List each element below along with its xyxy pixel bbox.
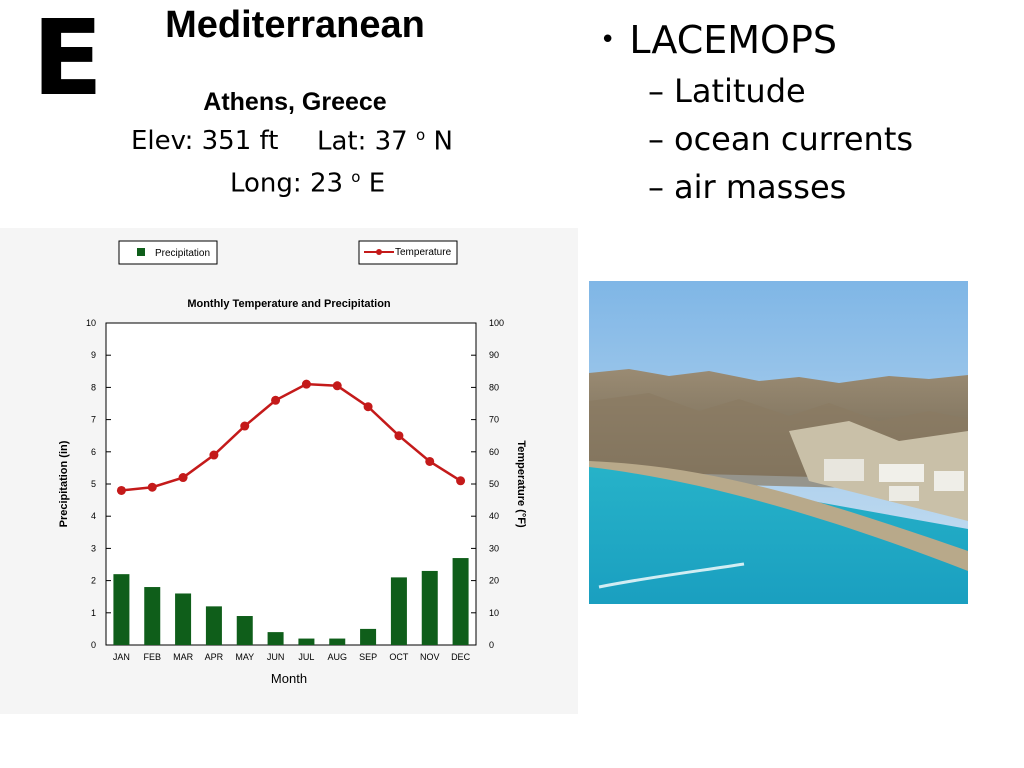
bullet-main: • LACEMOPS: [600, 18, 913, 62]
dash-icon: –: [648, 120, 664, 158]
temperature-point: [456, 476, 466, 486]
y2-tick-label: 80: [489, 382, 499, 392]
y2-tick-label: 70: [489, 415, 499, 425]
precip-bar: [360, 628, 377, 645]
chart-svg: Precipitation Temperature Monthly Temper…: [58, 240, 527, 686]
legend-precipitation: Precipitation: [118, 240, 218, 265]
temperature-point: [271, 395, 281, 405]
x-tick-label: AUG: [327, 652, 347, 662]
x-tick-label: JUN: [267, 652, 285, 662]
longitude-direction: E: [368, 168, 386, 199]
sub-bullet-text: Latitude: [674, 72, 806, 110]
longitude-value: Long: 23: [230, 168, 344, 199]
precip-bar: [236, 616, 253, 645]
elevation-text: Elev: 351 ft: [131, 126, 279, 156]
precip-bar: [205, 606, 222, 645]
y2-tick-label: 20: [489, 576, 499, 586]
y2-tick-label: 50: [489, 479, 499, 489]
city-subtitle: Athens, Greece: [203, 88, 387, 116]
precip-bar: [267, 632, 284, 645]
y2-tick-label: 90: [489, 350, 499, 360]
sub-bullet: – air masses: [648, 168, 913, 206]
bullet-list: • LACEMOPS – Latitude – ocean currents – air…: [600, 18, 913, 206]
y2-axis-label: Temperature (°F): [515, 440, 527, 528]
x-tick-label: MAY: [235, 652, 254, 662]
y-axis-label: Precipitation (in): [58, 440, 70, 527]
temperature-point: [147, 482, 157, 492]
legend-dot-swatch: [376, 249, 382, 255]
photo-drawing: [589, 281, 968, 604]
sub-bullet: – ocean currents: [648, 120, 913, 158]
y-tick-label: 3: [91, 543, 96, 553]
temperature-point: [240, 421, 250, 431]
degree-mark: o: [351, 168, 361, 186]
y2-tick-label: 0: [489, 640, 494, 650]
y2-tick-label: 40: [489, 511, 499, 521]
y2-tick-label: 10: [489, 608, 499, 618]
x-tick-label: SEP: [359, 652, 377, 662]
y-tick-label: 2: [91, 576, 96, 586]
temperature-point: [209, 450, 219, 460]
x-tick-label: JUL: [298, 652, 314, 662]
precip-bar: [175, 593, 192, 645]
chart-title: Monthly Temperature and Precipitation: [187, 298, 391, 310]
y2-tick-label: 30: [489, 543, 499, 553]
x-tick-label: APR: [205, 652, 224, 662]
precip-bar: [113, 574, 130, 645]
degree-mark: o: [416, 126, 426, 144]
latitude-text: Lat: 37 o N: [317, 126, 453, 157]
x-tick-label: JAN: [113, 652, 130, 662]
dash-icon: –: [648, 72, 664, 110]
y-tick-label: 5: [91, 479, 96, 489]
legend-temperature: Temperature: [358, 240, 458, 265]
temperature-line: [121, 382, 462, 492]
dash-icon: –: [648, 168, 664, 206]
precip-bar: [144, 587, 161, 645]
precip-bar: [329, 638, 346, 645]
temperature-point: [425, 456, 435, 466]
plot-area: [105, 322, 477, 646]
temperature-point: [363, 402, 373, 412]
sub-bullet: – Latitude: [648, 72, 913, 110]
x-tick-label: OCT: [389, 652, 409, 662]
coastal-beach-photo: [589, 281, 968, 604]
sub-bullet-text: ocean currents: [674, 120, 914, 158]
latitude-direction: N: [433, 126, 453, 157]
temperature-point: [178, 473, 188, 483]
precip-bar: [390, 577, 407, 645]
y-tick-label: 1: [91, 608, 96, 618]
legend-label: Precipitation: [155, 248, 210, 259]
y2-tick-label: 100: [489, 318, 504, 328]
bullet-dot-icon: •: [600, 25, 616, 55]
precip-bar: [421, 570, 438, 645]
bullet-main-text: LACEMOPS: [629, 18, 837, 62]
slide-title: Mediterranean: [165, 4, 425, 46]
y-tick-label: 10: [86, 318, 96, 328]
temperature-point: [116, 485, 126, 495]
y-tick-label: 7: [91, 415, 96, 425]
y-tick-label: 9: [91, 350, 96, 360]
x-tick-label: NOV: [420, 652, 440, 662]
y-tick-label: 0: [91, 640, 96, 650]
latitude-value: Lat: 37: [317, 126, 408, 157]
y-tick-label: 8: [91, 382, 96, 392]
y-tick-label: 4: [91, 511, 96, 521]
x-tick-label: FEB: [143, 652, 161, 662]
temperature-point: [332, 381, 342, 391]
legend-bar-swatch: [137, 248, 145, 256]
temperature-point: [394, 431, 404, 441]
climate-chart: Precipitation Temperature Monthly Temper…: [0, 228, 578, 714]
slide-letter: E: [32, 0, 104, 119]
y-tick-label: 6: [91, 447, 96, 457]
x-axis-label: Month: [271, 671, 307, 686]
longitude-text: Long: 23 o E: [230, 168, 385, 199]
precip-bar: [452, 558, 469, 645]
x-tick-label: MAR: [173, 652, 194, 662]
sub-bullet-text: air masses: [674, 168, 847, 206]
temperature-point: [301, 379, 311, 389]
x-tick-label: DEC: [451, 652, 471, 662]
precip-bar: [298, 638, 315, 645]
y2-tick-label: 60: [489, 447, 499, 457]
legend-label: Temperature: [395, 247, 452, 258]
